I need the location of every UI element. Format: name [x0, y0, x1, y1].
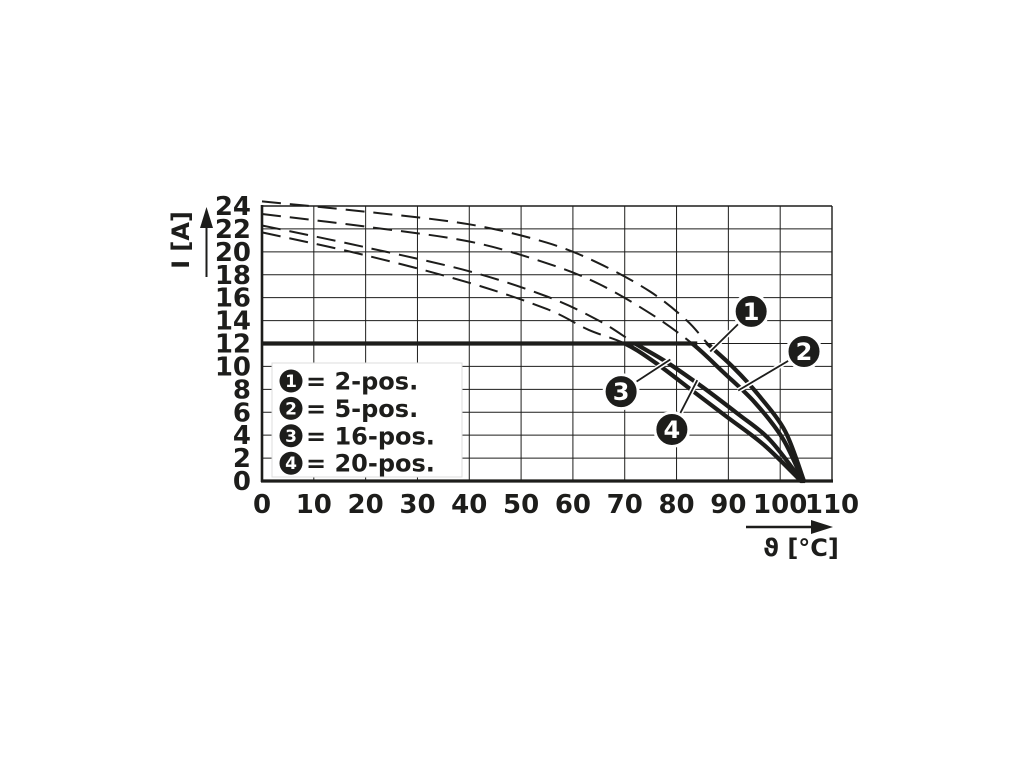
legend-item: 4 = 20-pos. — [279, 450, 435, 478]
legend-item-label: = 16-pos. — [306, 422, 435, 450]
x-tick-label: 40 — [451, 490, 487, 520]
axis-tick-labels: 0 10 20 30 40 50 60 70 80 90 100110024681012141618… — [215, 192, 859, 520]
legend-marker-number: 3 — [285, 427, 297, 447]
x-tick-label: 60 — [555, 490, 591, 520]
legend-item: 3 = 16-pos. — [279, 422, 435, 450]
y-tick-label: 8 — [233, 375, 251, 405]
curve-5-pos-solid — [688, 343, 806, 484]
derating-curves — [261, 200, 807, 484]
grid — [260, 205, 833, 483]
callouts: 1 2 3 4 — [602, 292, 823, 448]
x-axis-label: ϑ [°C] — [763, 534, 839, 562]
callout-badge — [653, 410, 691, 448]
legend-marker-1 — [279, 369, 303, 393]
y-axis-title: I [A] — [167, 207, 213, 277]
callout-1: 1 — [708, 292, 770, 354]
callout-number: 4 — [664, 416, 681, 444]
legend-item-label: = 2-pos. — [306, 368, 418, 396]
legend-item-label: = 20-pos. — [306, 450, 435, 478]
callout-number: 2 — [796, 338, 813, 366]
callout-badge — [785, 333, 823, 371]
x-tick-label: 110 — [805, 490, 859, 520]
legend-item: 2 = 5-pos. — [279, 395, 418, 423]
curve-20-pos-dashed — [261, 231, 627, 344]
x-tick-label: 100 — [753, 490, 807, 520]
x-tick-label: 20 — [348, 490, 384, 520]
callout-number: 1 — [743, 298, 760, 326]
legend-item-label: = 5-pos. — [306, 395, 418, 423]
x-tick-label: 70 — [607, 490, 643, 520]
y-tick-label: 22 — [215, 215, 251, 245]
callout-badge — [732, 292, 770, 330]
legend: 1 = 2-pos. 2 = 5-pos. 3 = 16-pos. 4 = 20-pos. — [271, 362, 463, 478]
callout-3: 3 — [602, 357, 672, 411]
callout-number: 3 — [613, 378, 630, 406]
y-tick-label: 4 — [233, 421, 251, 451]
y-tick-label: 0 — [233, 467, 251, 497]
legend-item: 1 = 2-pos. — [279, 368, 418, 396]
curve-2-pos-dashed — [261, 200, 710, 344]
x-tick-label: 90 — [710, 490, 746, 520]
x-tick-label: 10 — [296, 490, 332, 520]
x-tick-label: 80 — [658, 490, 694, 520]
y-tick-label: 20 — [215, 238, 251, 268]
y-tick-label: 2 — [233, 444, 251, 474]
y-tick-label: 18 — [215, 261, 251, 291]
y-tick-label: 14 — [215, 307, 251, 337]
legend-box — [271, 362, 463, 478]
curve-16-pos-solid — [631, 343, 804, 484]
x-axis-title: ϑ [°C] — [746, 520, 839, 562]
legend-marker-number: 4 — [285, 454, 297, 474]
y-tick-label: 12 — [215, 330, 251, 360]
curve-2-pos-solid — [704, 343, 807, 484]
x-tick-label: 30 — [399, 490, 435, 520]
callout-2: 2 — [736, 333, 823, 393]
x-axis-arrow-icon — [746, 520, 833, 534]
x-tick-label: 0 — [253, 490, 271, 520]
callout-badge — [602, 373, 640, 411]
y-tick-label: 24 — [215, 192, 251, 222]
legend-marker-3 — [279, 424, 303, 448]
callout-4: 4 — [653, 379, 700, 448]
y-tick-label: 16 — [215, 284, 251, 314]
legend-marker-2 — [279, 396, 303, 420]
legend-marker-number: 2 — [285, 399, 297, 419]
curve-20-pos-solid — [619, 343, 803, 484]
y-tick-label: 6 — [233, 398, 251, 428]
y-tick-label: 10 — [215, 352, 251, 382]
curve-5-pos-dashed — [261, 213, 694, 344]
legend-marker-number: 1 — [285, 372, 297, 392]
legend-marker-4 — [279, 451, 303, 475]
curve-16-pos-dashed — [261, 224, 638, 344]
x-tick-label: 50 — [503, 490, 539, 520]
y-axis-arrow-icon — [200, 207, 213, 277]
y-axis-label: I [A] — [167, 211, 195, 269]
